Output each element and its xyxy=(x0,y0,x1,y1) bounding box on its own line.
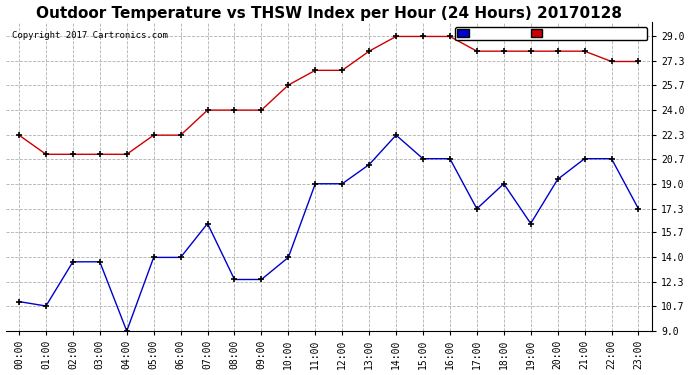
Title: Outdoor Temperature vs THSW Index per Hour (24 Hours) 20170128: Outdoor Temperature vs THSW Index per Ho… xyxy=(36,6,622,21)
Legend: THSW  (°F), Temperature  (°F): THSW (°F), Temperature (°F) xyxy=(455,27,647,40)
Text: Copyright 2017 Cartronics.com: Copyright 2017 Cartronics.com xyxy=(12,31,168,40)
